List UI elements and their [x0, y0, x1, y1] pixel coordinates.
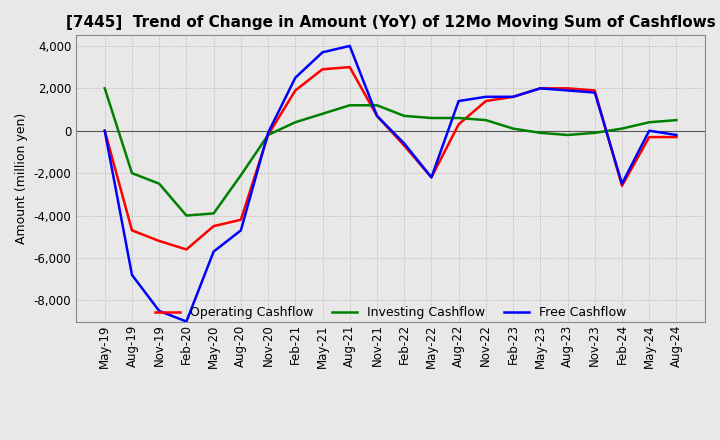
Investing Cashflow: [400, 113, 408, 118]
Operating Cashflow: [210, 224, 218, 229]
Operating Cashflow: [373, 113, 382, 118]
Free Cashflow: [590, 90, 599, 95]
Free Cashflow: [100, 128, 109, 133]
Line: Investing Cashflow: Investing Cashflow: [104, 88, 676, 216]
Investing Cashflow: [590, 130, 599, 136]
Operating Cashflow: [264, 132, 272, 138]
Free Cashflow: [318, 50, 327, 55]
Investing Cashflow: [618, 126, 626, 131]
Operating Cashflow: [100, 128, 109, 133]
Line: Operating Cashflow: Operating Cashflow: [104, 67, 676, 249]
Operating Cashflow: [672, 135, 680, 140]
Investing Cashflow: [155, 181, 163, 187]
Operating Cashflow: [482, 99, 490, 104]
Operating Cashflow: [427, 175, 436, 180]
Free Cashflow: [127, 272, 136, 278]
Line: Free Cashflow: Free Cashflow: [104, 46, 676, 322]
Operating Cashflow: [155, 238, 163, 244]
Free Cashflow: [264, 130, 272, 136]
Free Cashflow: [563, 88, 572, 93]
Investing Cashflow: [672, 117, 680, 123]
Operating Cashflow: [618, 183, 626, 188]
Investing Cashflow: [100, 86, 109, 91]
Investing Cashflow: [346, 103, 354, 108]
Operating Cashflow: [509, 94, 518, 99]
Operating Cashflow: [318, 66, 327, 72]
Free Cashflow: [672, 132, 680, 138]
Operating Cashflow: [127, 228, 136, 233]
Free Cashflow: [155, 308, 163, 314]
Operating Cashflow: [400, 143, 408, 148]
Operating Cashflow: [645, 135, 654, 140]
Free Cashflow: [536, 86, 544, 91]
Free Cashflow: [210, 249, 218, 254]
Free Cashflow: [618, 181, 626, 187]
Investing Cashflow: [645, 120, 654, 125]
Investing Cashflow: [237, 172, 246, 178]
Investing Cashflow: [482, 117, 490, 123]
Investing Cashflow: [454, 115, 463, 121]
Operating Cashflow: [291, 88, 300, 93]
Free Cashflow: [427, 175, 436, 180]
Free Cashflow: [400, 141, 408, 146]
Investing Cashflow: [210, 211, 218, 216]
Operating Cashflow: [454, 122, 463, 127]
Title: [7445]  Trend of Change in Amount (YoY) of 12Mo Moving Sum of Cashflows: [7445] Trend of Change in Amount (YoY) o…: [66, 15, 716, 30]
Investing Cashflow: [291, 120, 300, 125]
Legend: Operating Cashflow, Investing Cashflow, Free Cashflow: Operating Cashflow, Investing Cashflow, …: [150, 301, 631, 324]
Operating Cashflow: [237, 217, 246, 222]
Investing Cashflow: [536, 130, 544, 136]
Investing Cashflow: [318, 111, 327, 117]
Free Cashflow: [509, 94, 518, 99]
Investing Cashflow: [509, 126, 518, 131]
Operating Cashflow: [182, 247, 191, 252]
Free Cashflow: [237, 228, 246, 233]
Investing Cashflow: [127, 170, 136, 176]
Operating Cashflow: [346, 65, 354, 70]
Investing Cashflow: [373, 103, 382, 108]
Investing Cashflow: [264, 132, 272, 138]
Investing Cashflow: [427, 115, 436, 121]
Operating Cashflow: [590, 88, 599, 93]
Investing Cashflow: [563, 132, 572, 138]
Investing Cashflow: [182, 213, 191, 218]
Operating Cashflow: [563, 86, 572, 91]
Free Cashflow: [291, 75, 300, 81]
Operating Cashflow: [536, 86, 544, 91]
Y-axis label: Amount (million yen): Amount (million yen): [15, 113, 28, 244]
Free Cashflow: [482, 94, 490, 99]
Free Cashflow: [373, 113, 382, 118]
Free Cashflow: [346, 43, 354, 48]
Free Cashflow: [182, 319, 191, 324]
Free Cashflow: [645, 128, 654, 133]
Free Cashflow: [454, 99, 463, 104]
